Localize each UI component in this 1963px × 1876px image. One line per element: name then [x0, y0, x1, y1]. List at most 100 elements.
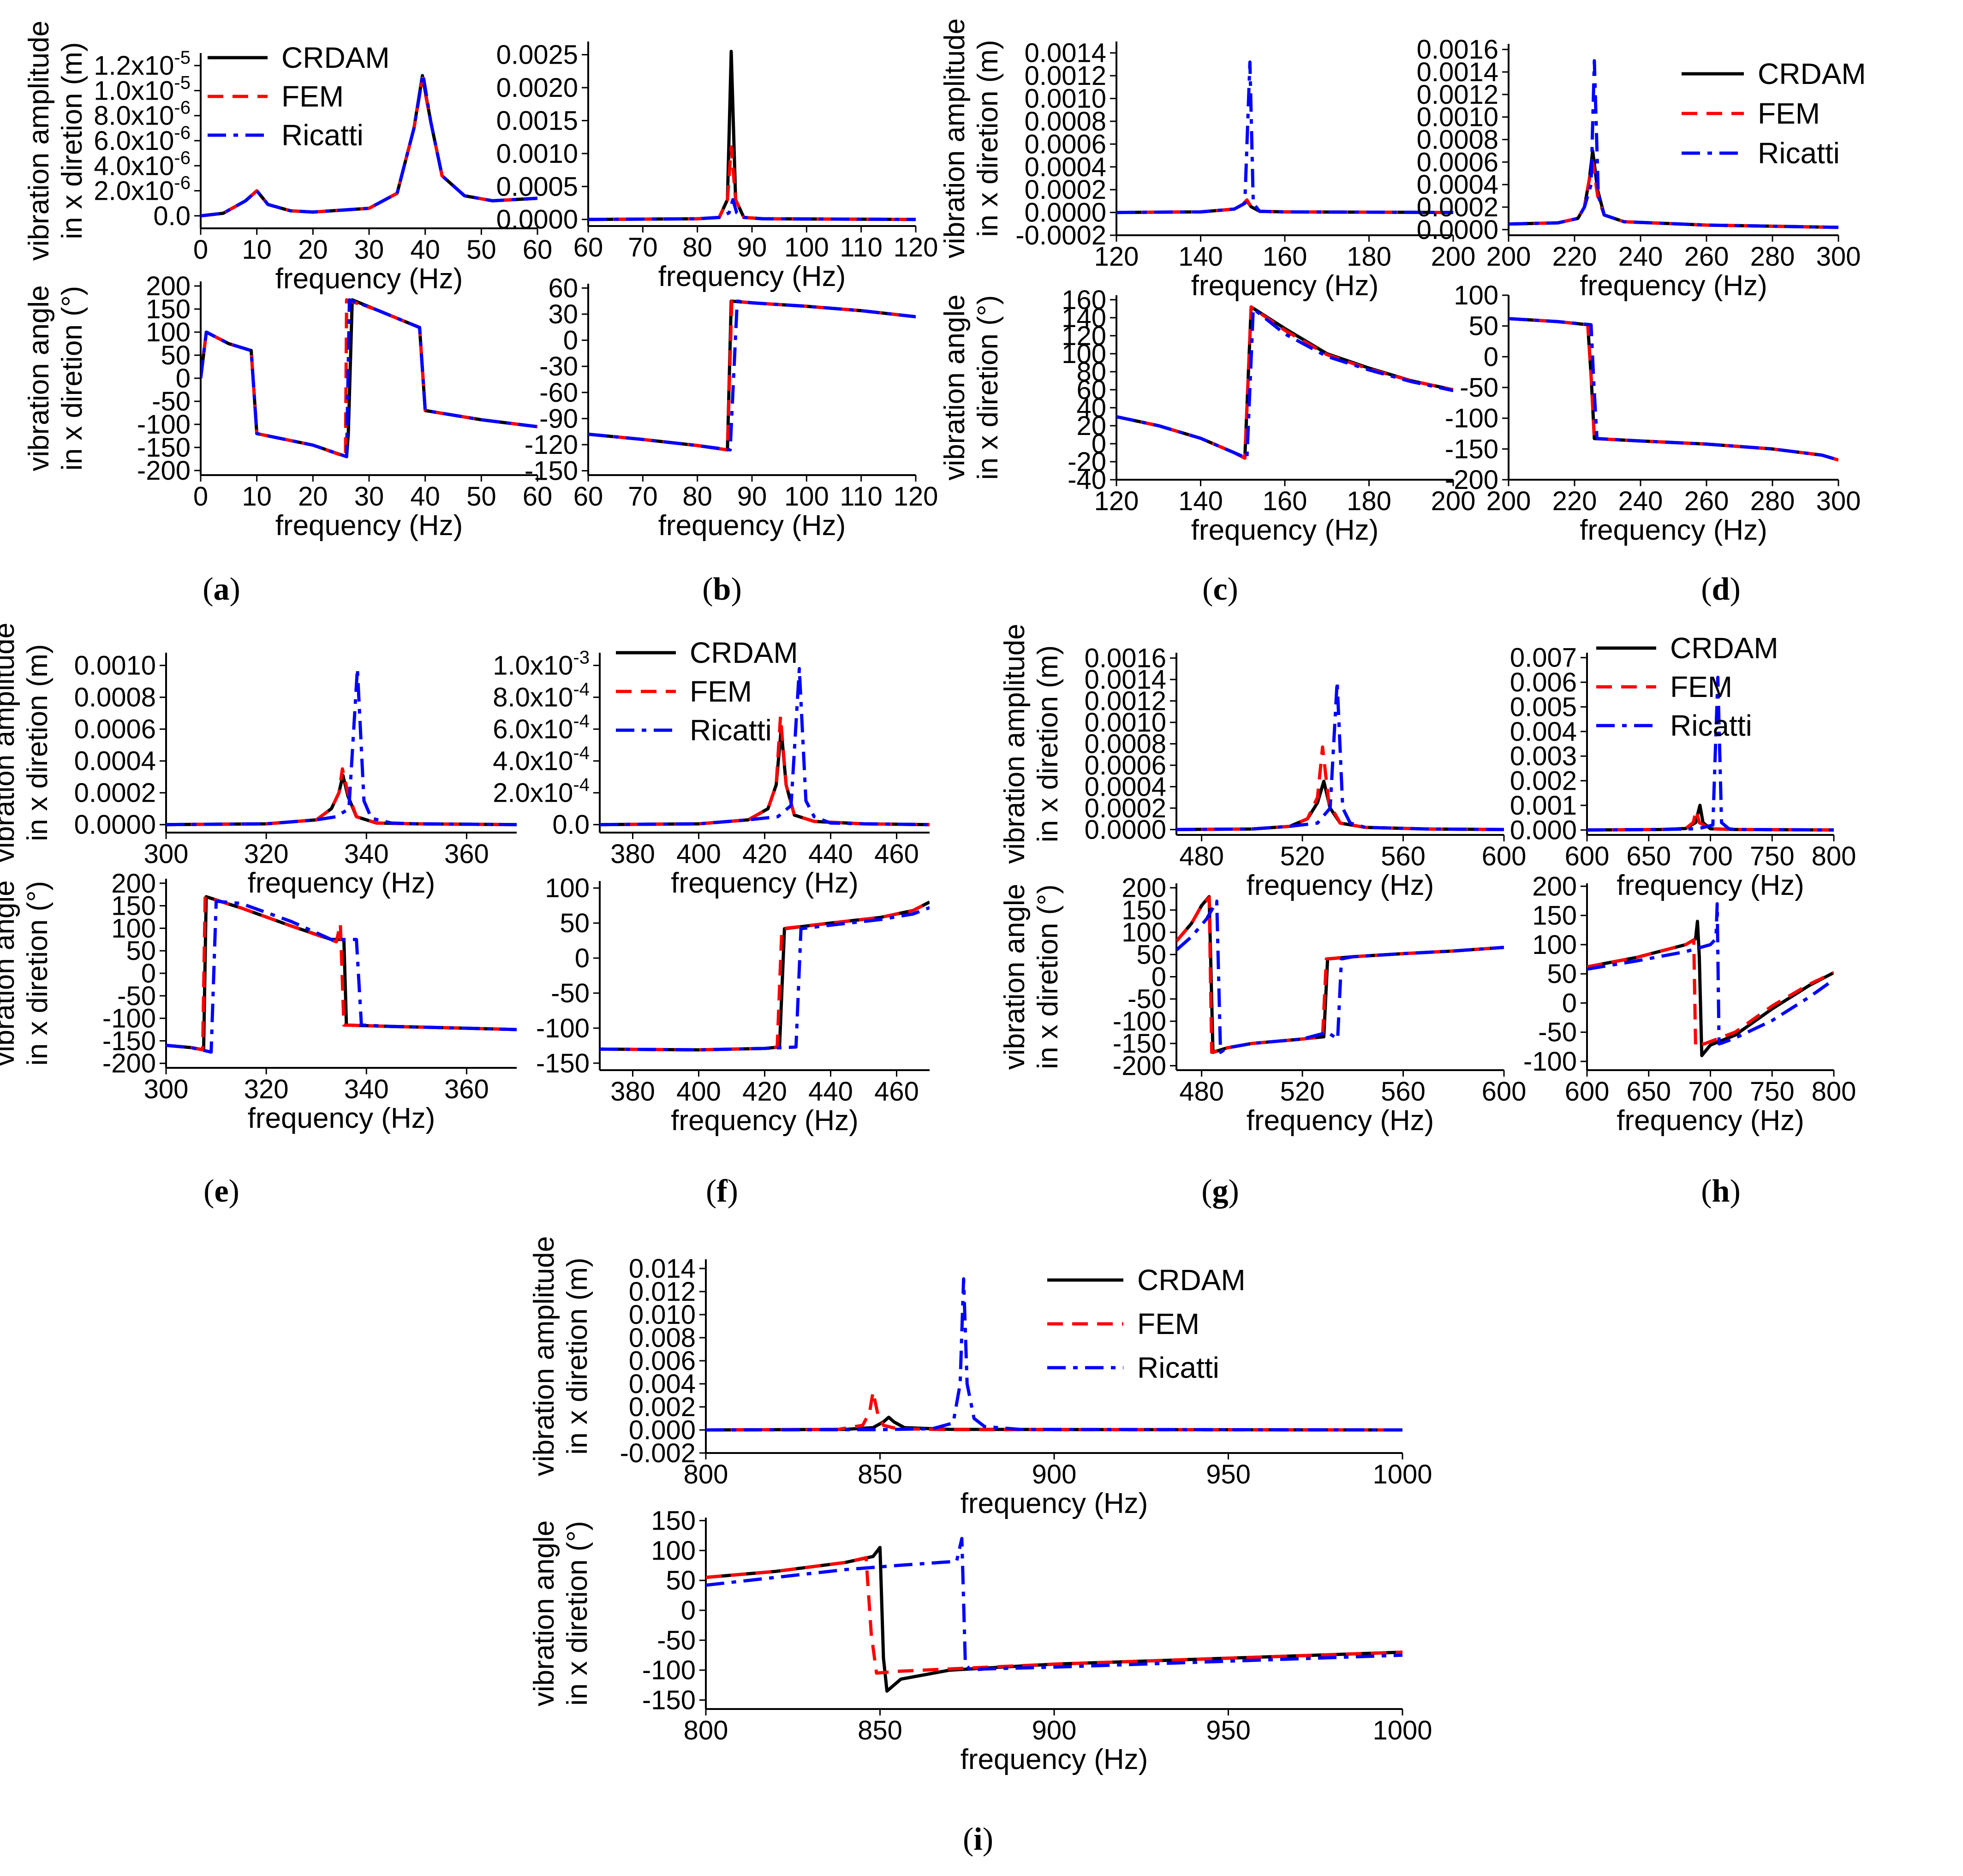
y-tick-label: 0.006 [1510, 667, 1577, 697]
x-tick-label: 220 [1552, 242, 1597, 272]
x-tick-label: 0 [193, 482, 208, 512]
series-line-ricatti [1176, 680, 1504, 831]
chart-c-ang: 120 140 160 180 200-40-200204060801001201401… [939, 285, 1475, 546]
x-tick-label: 70 [628, 232, 658, 262]
series-line-ricatti [706, 1277, 1402, 1432]
x-tick-label: 420 [742, 839, 787, 869]
y-tick-label: -50 [657, 1626, 696, 1656]
x-axis-label: frequency (Hz) [1580, 514, 1767, 546]
legend-label: Ricatti [281, 119, 364, 152]
y-tick-label: 100 [651, 1536, 696, 1566]
y-tick-label: 100 [545, 873, 590, 903]
x-tick-label: 650 [1626, 1077, 1671, 1107]
y-tick-label: 0 [1562, 988, 1577, 1018]
series-line-crdam [1176, 895, 1504, 1054]
y-tick-label: 0.0014 [1417, 57, 1498, 87]
x-tick-label: 0 [193, 235, 208, 265]
y-tick-label: 0.0010 [1085, 708, 1166, 738]
series-line-fem [588, 145, 916, 221]
series-line-ricatti [1509, 317, 1838, 462]
y-tick-label: -150 [1113, 1029, 1166, 1059]
y-tick-label: 0.0000 [496, 205, 578, 235]
chart-i-amp: 800 850 900 950 1000-0.0020.0000.0020.0040.0… [528, 1236, 1432, 1519]
y-tick-label: -100 [137, 410, 191, 440]
x-tick-label: 200 [1486, 486, 1531, 516]
legend-label: CRDAM [690, 636, 798, 669]
x-tick-label: 60 [573, 482, 603, 512]
legend: CRDAM FEM Ricatti [1047, 1263, 1246, 1384]
x-tick-label: 700 [1688, 841, 1733, 871]
y-tick-label: 0.000 [629, 1415, 696, 1445]
x-axis-label: frequency (Hz) [248, 867, 436, 899]
y-tick-label: 0.0010 [1025, 84, 1106, 114]
series-line-fem [1587, 938, 1834, 1048]
series-line-ricatti [1587, 902, 1834, 1046]
series-line-fem [600, 900, 930, 1052]
x-tick-label: 40 [410, 235, 440, 265]
legend-label: CRDAM [1758, 57, 1866, 90]
y-axis-label: vibration amplitudein x diretion (m) [23, 21, 88, 261]
panel-label: (a) [203, 572, 240, 607]
series-line-crdam [166, 774, 517, 827]
y-tick-label: -200 [1445, 465, 1498, 495]
y-axis-label: vibration anglein x diretion (°) [0, 880, 54, 1066]
x-axis-label: frequency (Hz) [658, 261, 846, 292]
legend-label: FEM [1137, 1307, 1199, 1340]
x-tick-label: 900 [1032, 1715, 1077, 1745]
series-line-crdam [588, 299, 916, 452]
y-tick-label: 0.0008 [1085, 729, 1166, 759]
y-tick-label: 50 [161, 340, 191, 370]
x-tick-label: 200 [1486, 242, 1531, 272]
y-tick-label: 0.0005 [496, 172, 578, 202]
x-tick-label: 520 [1280, 841, 1325, 871]
x-tick-label: 160 [1263, 242, 1307, 272]
y-tick-label: 160 [1062, 285, 1106, 315]
series-line-fem [1116, 198, 1453, 214]
x-tick-label: 850 [858, 1715, 902, 1745]
y-tick-label: 0.0002 [1085, 793, 1166, 823]
y-tick-label: 200 [1122, 873, 1166, 903]
y-tick-label: 0.0010 [1417, 102, 1498, 132]
y-tick-label: 100 [111, 913, 156, 943]
y-tick-label: -60 [539, 378, 578, 408]
y-tick-label: 100 [1532, 930, 1577, 960]
y-tick-label: 0.0014 [1025, 38, 1106, 68]
y-tick-label: -150 [525, 456, 578, 486]
x-tick-label: 40 [410, 482, 440, 512]
y-tick-label: 0 [1152, 962, 1166, 992]
y-tick-label: 100 [1454, 280, 1498, 310]
y-tick-label: 0.0006 [1025, 129, 1106, 159]
legend-label: Ricatti [1137, 1351, 1219, 1384]
y-tick-label: 0.010 [629, 1300, 696, 1330]
x-tick-label: 200 [1431, 486, 1476, 516]
x-tick-label: 440 [808, 1077, 853, 1107]
series-line-fem [588, 299, 916, 452]
series-line-ricatti [1116, 60, 1453, 214]
y-tick-label: 0.0 [153, 201, 191, 231]
y-tick-label: 0.0016 [1417, 35, 1498, 65]
x-tick-label: 850 [858, 1459, 902, 1489]
y-tick-label: 60 [548, 273, 578, 303]
chart-e-amp: 300 320 340 3600.00000.00020.00040.00060.00… [0, 623, 517, 899]
y-tick-label: 0.0015 [496, 106, 578, 136]
chart-d-amp: 200 220 240 260 280 3000.00000.00020.00040.00… [1417, 35, 1866, 302]
legend-label: Ricatti [690, 714, 772, 747]
chart-h-amp: 600 650 700 750 800 0.0000.0010.0020.0030.004… [1510, 631, 1856, 901]
y-tick-label: 20 [1076, 411, 1106, 441]
y-tick-label: 0.004 [629, 1369, 696, 1399]
x-tick-label: 200 [1431, 242, 1476, 272]
series-line-crdam [706, 1546, 1402, 1693]
series-line-fem [166, 895, 517, 1052]
legend-label: FEM [281, 80, 344, 113]
x-tick-label: 280 [1750, 486, 1795, 516]
legend-label: CRDAM [1137, 1263, 1246, 1297]
y-tick-label: 0.000 [1510, 815, 1577, 845]
y-tick-label: 80 [1076, 357, 1106, 387]
x-tick-label: 600 [1565, 1077, 1610, 1107]
x-tick-label: 800 [1812, 841, 1856, 871]
x-tick-label: 560 [1381, 841, 1426, 871]
